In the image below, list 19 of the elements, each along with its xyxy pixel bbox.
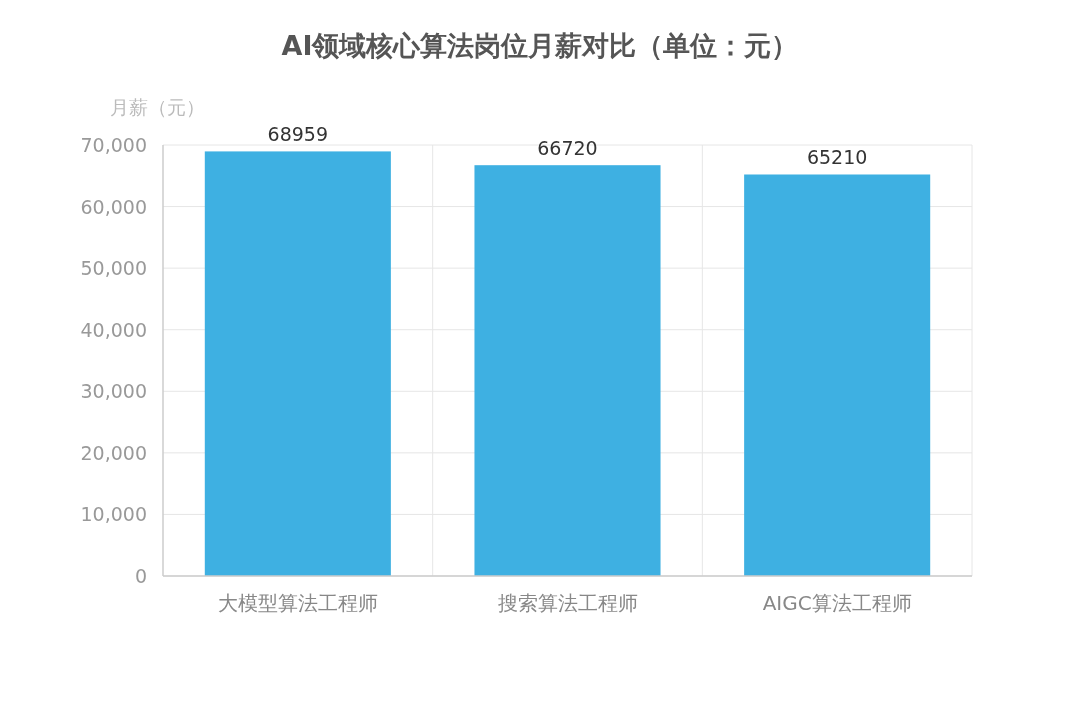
x-tick-label: AIGC算法工程师 [762, 591, 912, 615]
y-tick-label: 70,000 [80, 134, 147, 156]
y-tick-label: 30,000 [80, 380, 147, 403]
x-tick-label: 大模型算法工程师 [217, 591, 378, 615]
data-label: 65210 [806, 146, 868, 169]
x-tick-label: 搜索算法工程师 [497, 591, 638, 615]
data-label: 66720 [537, 137, 598, 160]
chart-title: AI领域核心算法岗位月薪对比（单位：元） [281, 30, 799, 61]
y-tick-label: 50,000 [80, 257, 147, 280]
y-tick-label: 10,000 [80, 503, 147, 526]
bar [474, 165, 661, 576]
y-tick-label: 60,000 [80, 195, 147, 218]
y-tick-label: 40,000 [80, 318, 147, 341]
y-axis-title: 月薪（元） [110, 96, 205, 118]
y-tick-label: 0 [134, 565, 147, 587]
data-label: 68959 [267, 123, 329, 146]
bar [744, 174, 931, 576]
y-tick-label: 20,000 [80, 441, 147, 464]
bar [204, 151, 391, 576]
